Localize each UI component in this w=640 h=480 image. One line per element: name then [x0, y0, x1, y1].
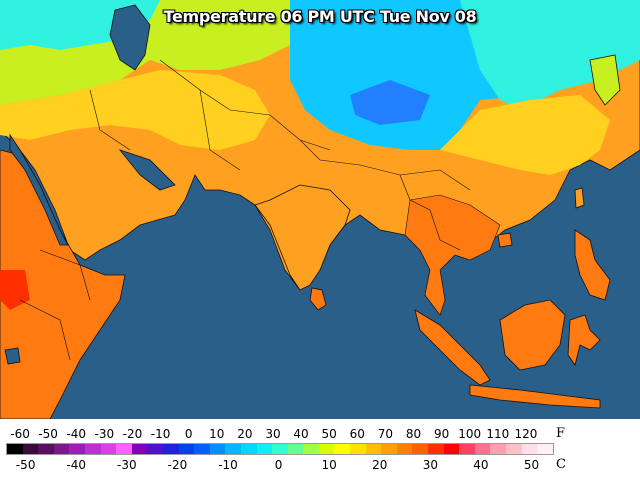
island-philippines: [574, 229, 611, 301]
fahrenheit-tick-label: 20: [237, 427, 253, 441]
celsius-tick-label: -40: [66, 458, 87, 472]
celsius-tick-label: 40: [473, 458, 489, 472]
region-cold-mongolia: [460, 0, 640, 110]
island-java: [469, 384, 601, 409]
celsius-tick-label: -20: [167, 458, 188, 472]
fahrenheit-unit-label: F: [556, 426, 566, 441]
celsius-unit-label: C: [556, 457, 566, 472]
island-hainan: [497, 232, 513, 248]
color-scale-swatch: [69, 444, 85, 454]
island-taiwan: [574, 187, 585, 209]
color-scale-swatch: [178, 444, 195, 454]
fahrenheit-tick-label: 90: [433, 427, 450, 441]
color-scale-swatch: [381, 444, 397, 454]
fahrenheit-tick-label: 120: [514, 427, 538, 441]
fahrenheit-tick-label: -40: [66, 427, 87, 441]
red-sea: [9, 133, 69, 246]
color-scale-swatch: [396, 444, 413, 454]
country-borders: [19, 59, 471, 361]
fahrenheit-tick-label: 60: [349, 427, 365, 441]
color-scale-swatch: [459, 444, 475, 454]
color-scale-swatch: [256, 444, 273, 454]
temperature-legend: -60 -50 -40 -30 -20 -10 0 10 20 30 40 50 60 70 80 90 100…: [0, 419, 640, 480]
color-scale-swatch: [84, 444, 101, 454]
color-scale-swatch: [490, 444, 506, 454]
color-scale-swatch: [147, 444, 163, 454]
celsius-tick-label: -10: [218, 458, 238, 472]
region-hottest-africa: [0, 270, 30, 310]
fahrenheit-tick-label: 40: [293, 427, 309, 441]
landmass-korea: [589, 54, 621, 106]
color-scale-swatch: [334, 444, 351, 454]
fahrenheit-tick-label: 110: [486, 427, 510, 441]
color-scale-bar: [6, 443, 554, 455]
region-coldest-core: [350, 80, 430, 125]
fahrenheit-tick-label: 50: [321, 427, 337, 441]
fahrenheit-tick-label: -10: [150, 427, 171, 441]
color-scale-swatch: [7, 444, 23, 454]
color-scale-swatch: [162, 444, 179, 454]
fahrenheit-tick-label: -60: [10, 427, 30, 441]
color-scale-swatch: [116, 444, 132, 454]
color-scale-swatch: [474, 444, 491, 454]
color-scale-swatch: [537, 444, 553, 454]
celsius-tick-label: -30: [117, 458, 137, 472]
color-scale-swatch: [225, 444, 241, 454]
fahrenheit-tick-label: 10: [209, 427, 225, 441]
color-scale-swatch: [521, 444, 538, 454]
celsius-tick-label: 0: [274, 458, 283, 472]
celsius-tick-label: 50: [523, 458, 540, 472]
fahrenheit-tick-label: -50: [38, 427, 58, 441]
caspian-sea: [109, 4, 151, 71]
color-scale-swatch: [412, 444, 429, 454]
fahrenheit-tick-label: 70: [377, 427, 394, 441]
color-scale-swatch: [240, 444, 257, 454]
region-mild-china: [440, 95, 610, 175]
color-scale-swatch: [428, 444, 444, 454]
island-sumatra: [414, 309, 491, 386]
color-scale-swatch: [194, 444, 210, 454]
region-hot-indochina: [404, 194, 501, 316]
map-title: Temperature 06 PM UTC Tue Nov 08: [163, 7, 477, 26]
color-scale-swatch: [209, 444, 226, 454]
temperature-map: [0, 0, 640, 419]
celsius-tick-label: 10: [321, 458, 337, 472]
fahrenheit-tick-label: 0: [184, 427, 193, 441]
fahrenheit-tick-label: -20: [122, 427, 143, 441]
island-sri-lanka: [309, 287, 327, 311]
celsius-tick-label: 20: [372, 458, 388, 472]
celsius-tick-label: 30: [422, 458, 438, 472]
fahrenheit-tick-label: -30: [94, 427, 115, 441]
color-scale-swatch: [350, 444, 366, 454]
persian-gulf: [118, 149, 176, 191]
color-scale-swatch: [318, 444, 335, 454]
color-scale-swatch: [272, 444, 288, 454]
island-sulawesi: [567, 314, 601, 366]
color-scale-swatch: [131, 444, 148, 454]
color-scale-swatch: [303, 444, 319, 454]
celsius-tick-label: -50: [15, 458, 36, 472]
color-scale-swatch: [365, 444, 382, 454]
island-borneo: [499, 299, 566, 371]
color-scale-swatch: [506, 444, 522, 454]
lake-victoria: [4, 347, 21, 365]
color-scale-swatch: [38, 444, 54, 454]
color-scale-swatch: [53, 444, 70, 454]
fahrenheit-tick-label: 100: [458, 427, 482, 441]
region-mild-west: [0, 70, 270, 150]
color-scale-swatch: [287, 444, 304, 454]
fahrenheit-tick-label: 80: [405, 427, 422, 441]
landmass-india: [254, 184, 351, 291]
fahrenheit-tick-label: 30: [265, 427, 281, 441]
color-scale-swatch: [22, 444, 39, 454]
color-scale-swatch: [443, 444, 460, 454]
color-scale-swatch: [100, 444, 117, 454]
